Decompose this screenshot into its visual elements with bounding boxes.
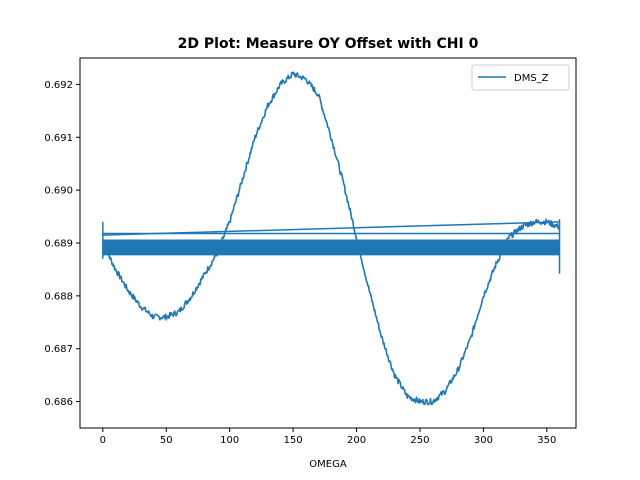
y-tick-label: 0.689	[44, 239, 73, 250]
y-tick-label: 0.688	[44, 291, 73, 302]
x-axis: 0 50 100 150 200 250 300 350	[100, 428, 556, 446]
x-tick-label: 150	[284, 435, 303, 446]
x-axis-label: OMEGA	[309, 459, 347, 470]
y-axis: 0.686 0.687 0.688 0.689 0.690 0.691 0.692	[44, 80, 80, 408]
legend: DMS_Z	[471, 64, 570, 91]
y-tick-label: 0.691	[44, 133, 73, 144]
x-tick-label: 50	[160, 435, 173, 446]
chart-title: 2D Plot: Measure OY Offset with CHI 0	[178, 36, 479, 52]
legend-label-dms-z: DMS_Z	[514, 73, 549, 84]
x-tick-label: 0	[100, 435, 106, 446]
legend-box	[471, 64, 570, 91]
y-tick-label: 0.692	[44, 80, 73, 91]
x-tick-label: 350	[537, 435, 556, 446]
x-tick-label: 300	[474, 435, 493, 446]
series-layer	[102, 71, 561, 406]
y-tick-label: 0.686	[44, 397, 73, 408]
series-line-dms-z	[102, 71, 561, 406]
plot-area	[79, 57, 577, 429]
x-tick-label: 200	[347, 435, 366, 446]
y-tick-label: 0.687	[44, 344, 73, 355]
x-tick-label: 250	[410, 435, 429, 446]
series-return-line	[102, 239, 560, 244]
y-tick-label: 0.690	[44, 186, 73, 197]
x-tick-label: 100	[220, 435, 239, 446]
